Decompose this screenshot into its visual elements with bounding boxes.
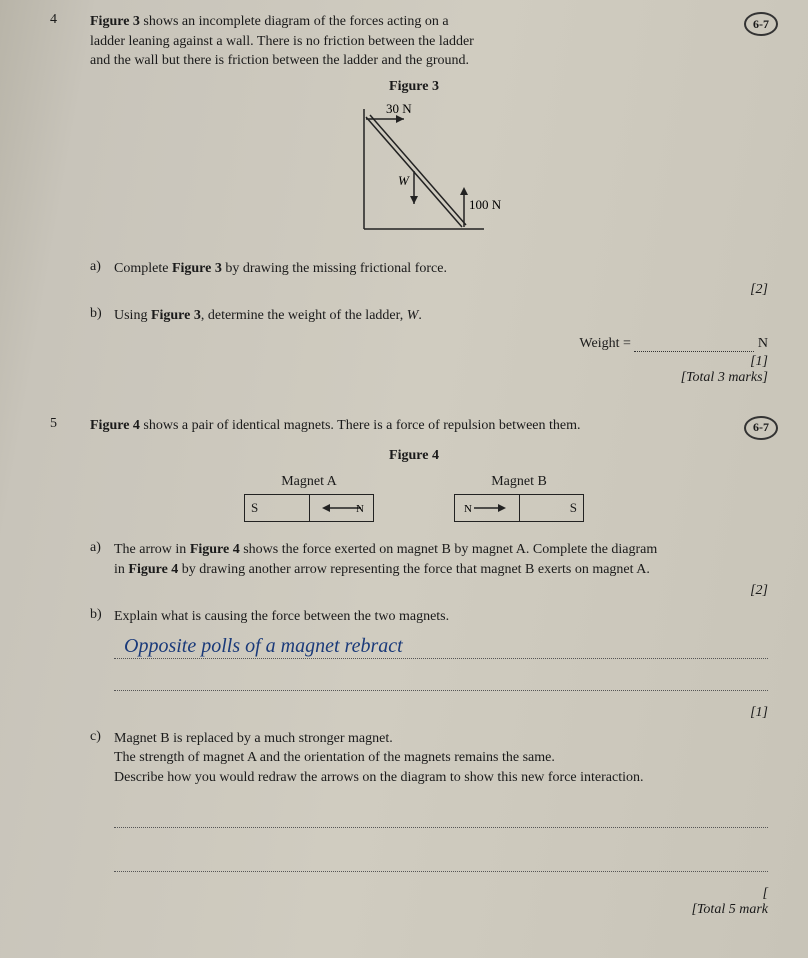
q5c-text: Magnet B is replaced by a much stronger …: [114, 729, 778, 788]
q5c-answer-line-2[interactable]: [114, 846, 768, 872]
magnet-b-right-pole: S: [519, 495, 584, 521]
q5a-label: a): [90, 540, 114, 579]
weight-blank[interactable]: [634, 338, 754, 352]
q4a-marks: [2]: [50, 282, 768, 298]
figure-3-diagram: 30 N W 100 N: [314, 99, 514, 249]
q5-intro: Figure 4 shows a pair of identical magne…: [90, 416, 738, 436]
figure-3-label: Figure 3: [50, 79, 778, 95]
q5-intro-rest: shows a pair of identical magnets. There…: [140, 418, 581, 433]
question-5: 5 Figure 4 shows a pair of identical mag…: [50, 416, 778, 918]
q5b-text: Explain what is causing the force betwee…: [114, 607, 778, 627]
q5-part-b: b) Explain what is causing the force bet…: [90, 607, 778, 627]
q4-part-a: a) Complete Figure 3 by drawing the miss…: [90, 259, 778, 279]
magnet-b-box: N S: [454, 494, 584, 522]
q5-part-c: c) Magnet B is replaced by a much strong…: [90, 729, 778, 788]
q5c-label: c): [90, 729, 114, 788]
q5-part-a: a) The arrow in Figure 4 shows the force…: [90, 540, 778, 579]
q4-number: 4: [50, 12, 90, 28]
q4a-bold: Figure 3: [172, 261, 222, 276]
magnet-b-group: Magnet B N S: [454, 474, 584, 522]
q5b-answer-line-2[interactable]: [114, 665, 768, 691]
q5a-l2-bold: Figure 4: [128, 562, 178, 577]
q4a-post: by drawing the missing frictional force.: [222, 261, 447, 276]
q4b-italic: W: [407, 308, 419, 323]
q5a-l1-post: shows the force exerted on magnet B by m…: [240, 542, 658, 557]
q5c-marks: [: [50, 886, 768, 902]
q5-header: 5 Figure 4 shows a pair of identical mag…: [50, 416, 778, 440]
question-4: 4 Figure 3 shows an incomplete diagram o…: [50, 12, 778, 386]
q5a-l1-bold: Figure 4: [190, 542, 240, 557]
q5a-l1-pre: The arrow in: [114, 542, 190, 557]
magnet-b-left-half: N: [455, 495, 519, 521]
q4-grade-badge: 6-7: [744, 12, 778, 36]
q4b-post: , determine the weight of the ladder,: [201, 308, 407, 323]
q4b-bold: Figure 3: [151, 308, 201, 323]
q5-total: [Total 5 mark: [50, 902, 768, 918]
q4a-pre: Complete: [114, 261, 172, 276]
q4b-end: .: [418, 308, 422, 323]
ground-force-label: 100 N: [469, 197, 502, 212]
q5-grade-badge: 6-7: [744, 416, 778, 440]
figure-4-label: Figure 4: [50, 448, 778, 464]
figure-4-diagram: Magnet A S N Magnet B N: [50, 474, 778, 522]
q5b-answer-line-1[interactable]: Opposite polls of a magnet rebract: [114, 633, 768, 659]
q5a-l2-pre: in: [114, 562, 128, 577]
q4b-answer-line: Weight = N: [50, 336, 768, 352]
q5b-label: b): [90, 607, 114, 627]
q5a-l2-post: by drawing another arrow representing th…: [178, 562, 650, 577]
q5a-marks: [2]: [50, 583, 768, 599]
q4b-marks: [1]: [50, 354, 768, 370]
magnet-b-label: Magnet B: [454, 474, 584, 490]
worksheet-page: 4 Figure 3 shows an incomplete diagram o…: [0, 0, 808, 958]
q4b-label: b): [90, 306, 114, 326]
weight-unit: N: [758, 336, 768, 351]
q5c-line1: Magnet B is replaced by a much stronger …: [114, 731, 393, 746]
q5b-marks: [1]: [50, 705, 768, 721]
weight-label: W: [398, 173, 410, 188]
q4b-text: Using Figure 3, determine the weight of …: [114, 306, 778, 326]
q4-part-b: b) Using Figure 3, determine the weight …: [90, 306, 778, 326]
magnet-a-label: Magnet A: [244, 474, 374, 490]
q4-header: 4 Figure 3 shows an incomplete diagram o…: [50, 12, 778, 71]
q4-fig-ref: Figure 3: [90, 14, 140, 29]
q4-intro-line2: ladder leaning against a wall. There is …: [90, 34, 474, 49]
q5-fig-ref: Figure 4: [90, 418, 140, 433]
q4-intro: Figure 3 shows an incomplete diagram of …: [90, 12, 738, 71]
magnet-a-arrow-icon: N: [316, 501, 368, 515]
q5c-answer-line-1[interactable]: [114, 802, 768, 828]
magnet-a-box: S N: [244, 494, 374, 522]
svg-text:N: N: [356, 503, 364, 515]
magnet-a-left-pole: S: [245, 495, 309, 521]
svg-text:N: N: [464, 503, 472, 515]
q5c-line2: The strength of magnet A and the orienta…: [114, 750, 555, 765]
weight-equals: Weight =: [579, 336, 630, 351]
q5a-text: The arrow in Figure 4 shows the force ex…: [114, 540, 778, 579]
magnet-b-arrow-icon: N: [461, 501, 513, 515]
q4-intro-line3: and the wall but there is friction betwe…: [90, 53, 469, 68]
figure-3-container: 30 N W 100 N: [50, 99, 778, 249]
q4a-text: Complete Figure 3 by drawing the missing…: [114, 259, 778, 279]
q4-total: [Total 3 marks]: [50, 370, 768, 386]
q4b-pre: Using: [114, 308, 151, 323]
q5-number: 5: [50, 416, 90, 432]
wall-force-label: 30 N: [386, 101, 412, 116]
q5c-line3: Describe how you would redraw the arrows…: [114, 770, 644, 785]
magnet-a-right-half: N: [309, 495, 374, 521]
q4-intro-b: shows an incomplete diagram of the force…: [140, 14, 449, 29]
q4a-label: a): [90, 259, 114, 279]
q5b-handwritten-answer: Opposite polls of a magnet rebract: [124, 635, 403, 658]
magnet-a-group: Magnet A S N: [244, 474, 374, 522]
